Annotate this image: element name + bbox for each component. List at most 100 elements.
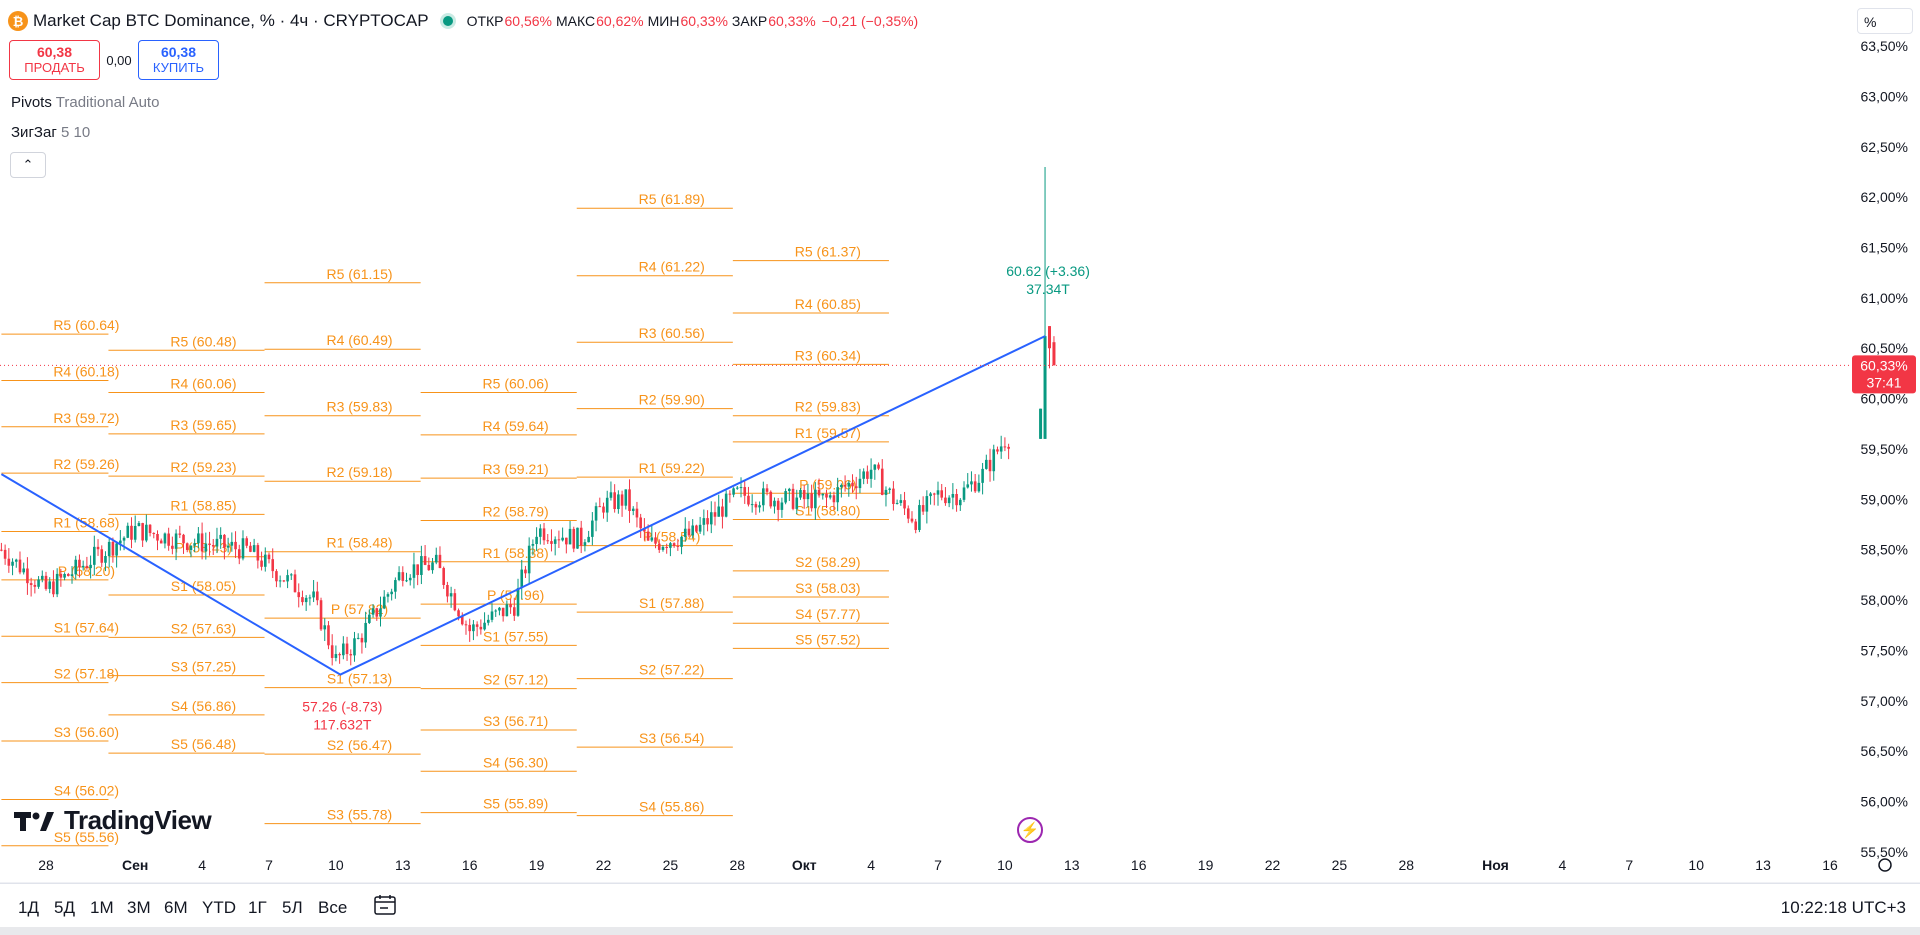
pivot-level-label: R2 (59.23) [170, 459, 236, 475]
candle-body [434, 554, 438, 563]
candle-body [840, 485, 843, 488]
pivot-level-label: R5 (61.37) [795, 244, 861, 260]
candle-body [319, 600, 323, 630]
candle-body [910, 518, 914, 522]
range-1d-button[interactable]: 1Д [18, 898, 39, 917]
candle-body [37, 579, 40, 587]
candle-body [765, 488, 769, 492]
indicator-pivots[interactable]: Pivots Traditional Auto [11, 94, 159, 111]
y-tick-label: 61,00% [1861, 290, 1908, 306]
scale-mode-button[interactable]: % [1857, 8, 1913, 34]
candle-body [163, 533, 167, 544]
candle-body [200, 533, 204, 552]
candle-body [932, 493, 936, 495]
candle-body [762, 488, 765, 506]
candle-body [11, 561, 14, 566]
pivot-level-label: S5 (56.48) [171, 736, 236, 752]
pivot-level-label: S2 (57.22) [639, 662, 704, 678]
candle-body [921, 505, 925, 512]
candle-body [650, 537, 654, 541]
pivot-level-label: R4 (61.22) [639, 259, 705, 275]
collapse-legend-button[interactable]: ⌃ [10, 152, 46, 178]
candle-body [1043, 336, 1047, 439]
symbol-title[interactable]: Market Cap BTC Dominance, % · 4ч · CRYPT… [33, 11, 429, 30]
candle-body [401, 572, 405, 581]
range-5d-button[interactable]: 5Д [54, 898, 75, 917]
candle-body [263, 554, 267, 567]
candle-body [940, 490, 944, 498]
calendar-range-icon[interactable] [373, 894, 399, 916]
candle-body [67, 573, 70, 576]
candle-body [122, 537, 126, 541]
last-price-badge [1852, 355, 1916, 394]
candle-body [316, 591, 319, 601]
candle-body [717, 506, 721, 517]
candle-body [858, 478, 862, 489]
pivot-level-label: S3 (56.71) [483, 713, 548, 729]
x-tick-label: 7 [934, 857, 942, 873]
pivot-level-label: S5 (55.56) [54, 829, 119, 845]
candle-body [683, 528, 687, 537]
candle-body [416, 564, 419, 575]
zigzag-change-label: 57.26 (-8.73) [302, 699, 382, 715]
candle-body [1007, 446, 1010, 449]
candle-body [680, 536, 683, 547]
pivot-level-label: R5 (61.89) [639, 191, 705, 207]
market-status-icon[interactable] [442, 16, 453, 26]
candle-body [713, 512, 717, 517]
range-6m-button[interactable]: 6М [164, 898, 188, 917]
candle-body [591, 520, 594, 537]
range-3m-button[interactable]: 3М [127, 898, 151, 917]
tradingview-logo[interactable]: TradingView [14, 805, 212, 836]
candle-body [78, 559, 81, 568]
open-label: ОТКР [466, 13, 504, 29]
candle-body [483, 622, 486, 630]
candle-body [256, 545, 260, 561]
range-5y-button[interactable]: 5Л [282, 898, 303, 917]
horizontal-scrollbar[interactable] [0, 927, 1920, 935]
candle-body [706, 518, 709, 525]
candle-body [405, 580, 408, 582]
sell-button[interactable]: 60,38 ПРОДАТЬ [9, 40, 100, 80]
candle-body [925, 496, 929, 512]
candle-body [286, 575, 289, 582]
lightning-icon[interactable]: ⚡ [1017, 817, 1043, 843]
pivot-level-label: S3 (58.03) [795, 580, 860, 596]
candle-body [115, 543, 118, 556]
candle-body [810, 493, 813, 509]
indicator-zigzag[interactable]: ЗигЗаг 5 10 [11, 124, 90, 141]
candle-body [408, 577, 412, 581]
candle-body [204, 543, 208, 552]
range-ytd-button[interactable]: YTD [202, 898, 236, 917]
candle-body [453, 593, 457, 611]
x-tick-label: 7 [265, 857, 273, 873]
candle-body [847, 482, 851, 487]
candle-body [394, 580, 397, 592]
range-all-button[interactable]: Все [318, 898, 348, 917]
trade-panel: 60,38 ПРОДАТЬ 0,00 60,38 КУПИТЬ [9, 40, 219, 80]
range-1y-button[interactable]: 1Г [248, 898, 267, 917]
buy-button[interactable]: 60,38 КУПИТЬ [138, 40, 219, 80]
candle-body [423, 556, 427, 565]
candle-body [145, 524, 148, 541]
pivot-level-label: R1 (58.85) [170, 497, 236, 513]
pivot-level-label: R5 (60.48) [170, 333, 236, 349]
pivot-level-label: S4 (56.86) [171, 698, 236, 714]
range-1m-button[interactable]: 1М [90, 898, 114, 917]
candle-body [955, 493, 958, 506]
candle-body [271, 559, 275, 572]
candle-body [375, 608, 379, 617]
candle-body [918, 505, 921, 530]
candle-body [342, 643, 345, 656]
clock-timezone[interactable]: 10:22:18 UTC+3 [1780, 898, 1906, 917]
indicator-name: Pivots [11, 94, 52, 111]
candle-body [211, 545, 215, 547]
x-tick-label: 16 [462, 857, 478, 873]
settings-gear-icon[interactable] [1878, 858, 1892, 872]
candle-body [7, 558, 11, 566]
candle-body [944, 497, 947, 504]
x-tick-label: 13 [1755, 857, 1771, 873]
candle-body [126, 525, 130, 538]
high-value: 60,62% [596, 13, 644, 29]
